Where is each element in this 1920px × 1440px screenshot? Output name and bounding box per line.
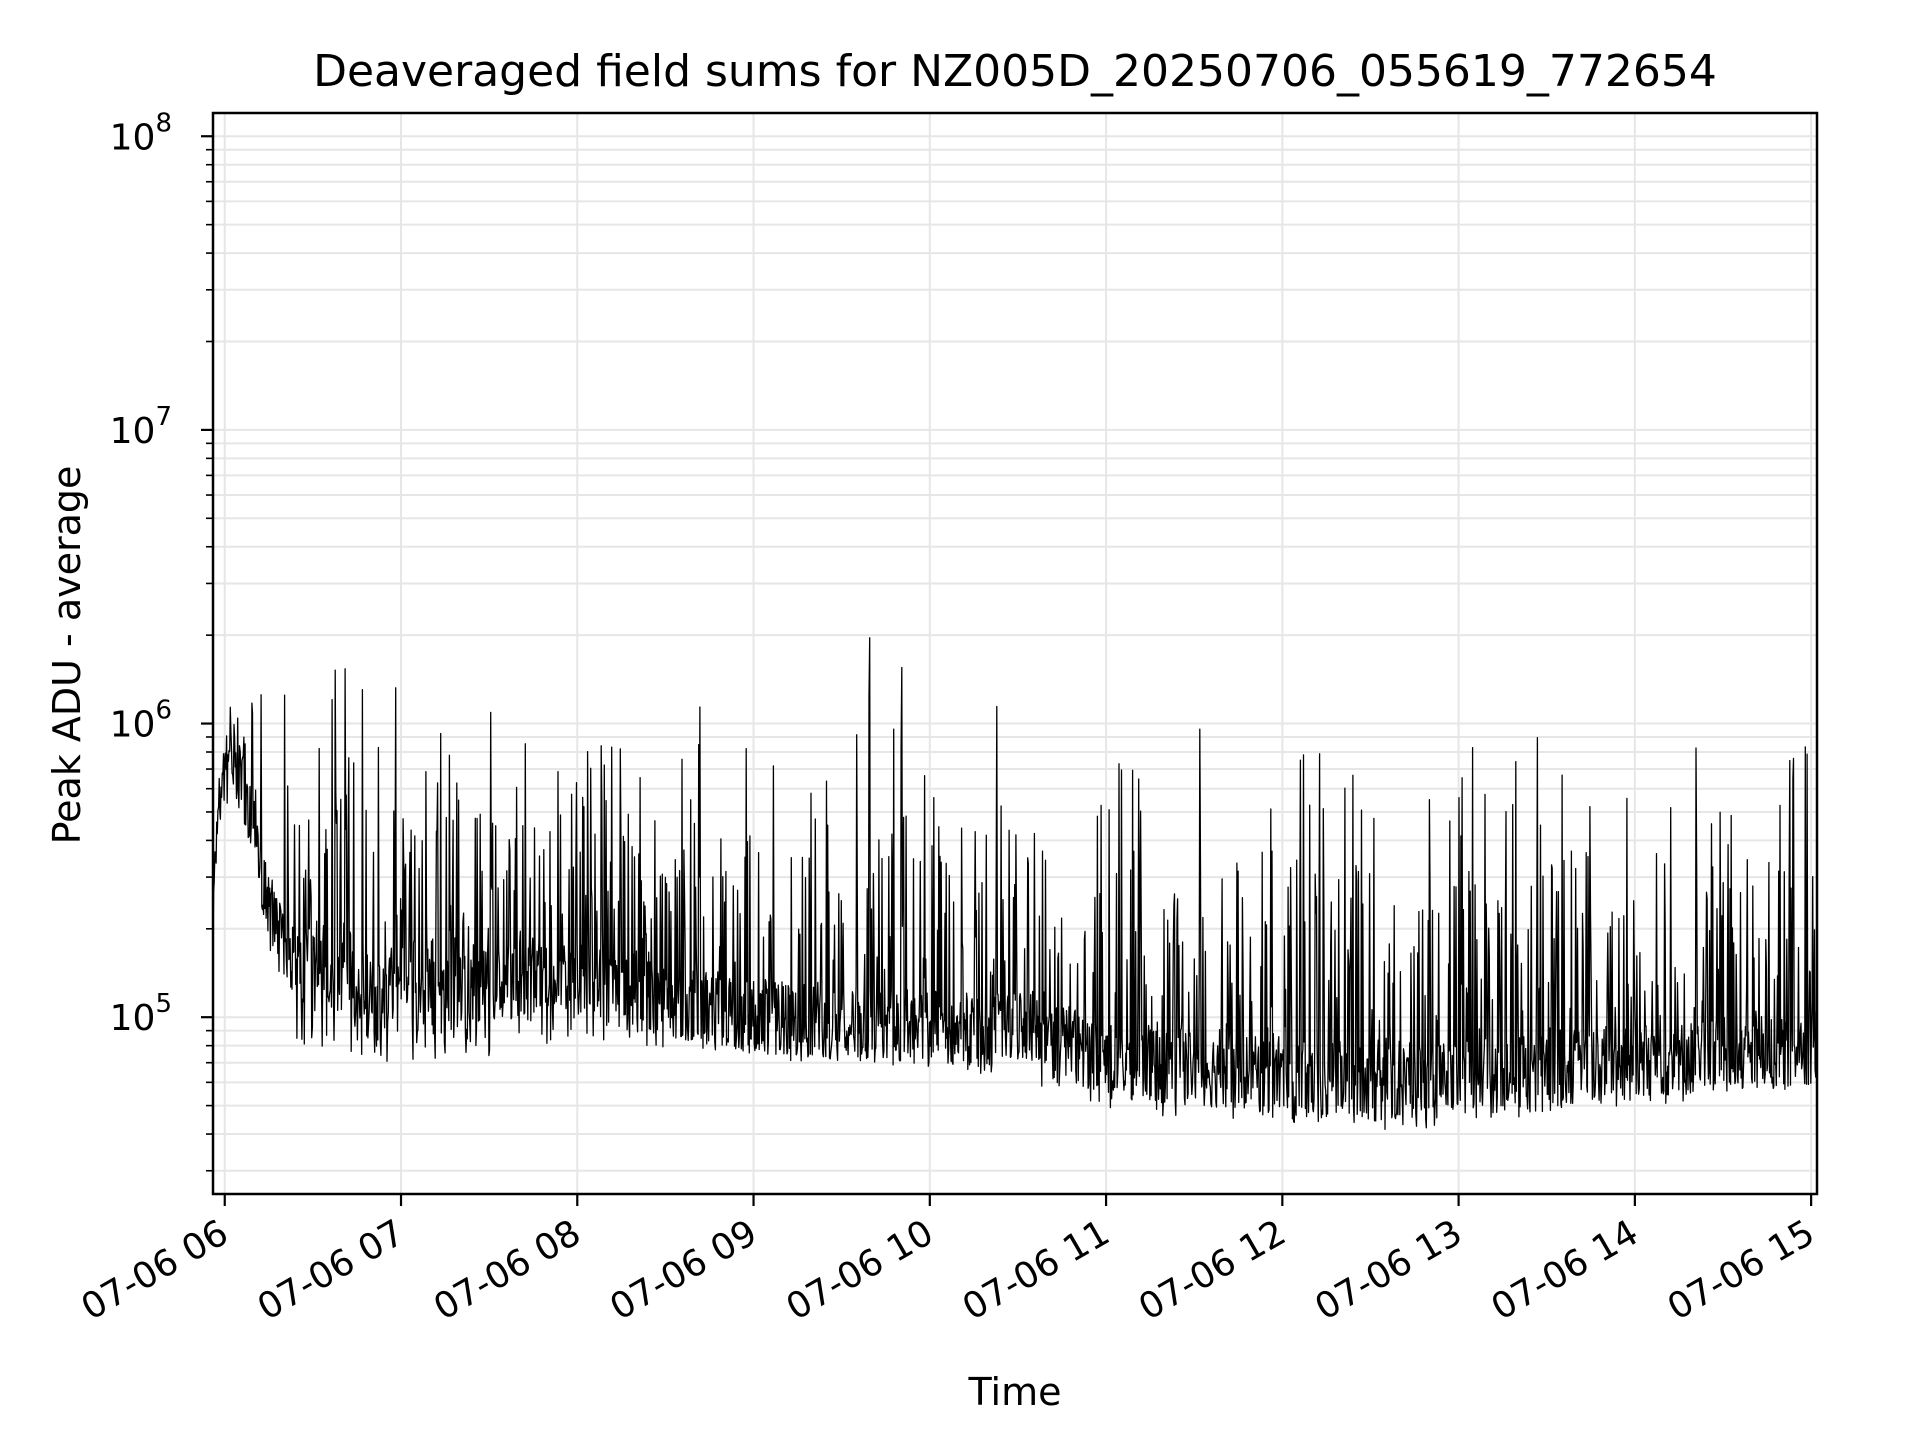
y-tick-label: 105 xyxy=(110,989,172,1039)
plot-frame xyxy=(211,111,1819,1196)
x-axis-label: Time xyxy=(968,1370,1062,1414)
y-tick-label: 106 xyxy=(110,696,172,746)
minor-grid xyxy=(213,148,1817,1172)
data-series-line xyxy=(212,637,1818,1131)
y-axis-label: Peak ADU - average xyxy=(45,466,89,845)
plot-line-group xyxy=(212,637,1818,1131)
chart-title: Deaveraged field sums for NZ005D_2025070… xyxy=(313,46,1717,97)
y-axis-ticks: 105 106 107 108 xyxy=(110,108,213,1172)
y-tick-label: 107 xyxy=(110,402,172,452)
y-tick-label: 108 xyxy=(110,108,172,158)
